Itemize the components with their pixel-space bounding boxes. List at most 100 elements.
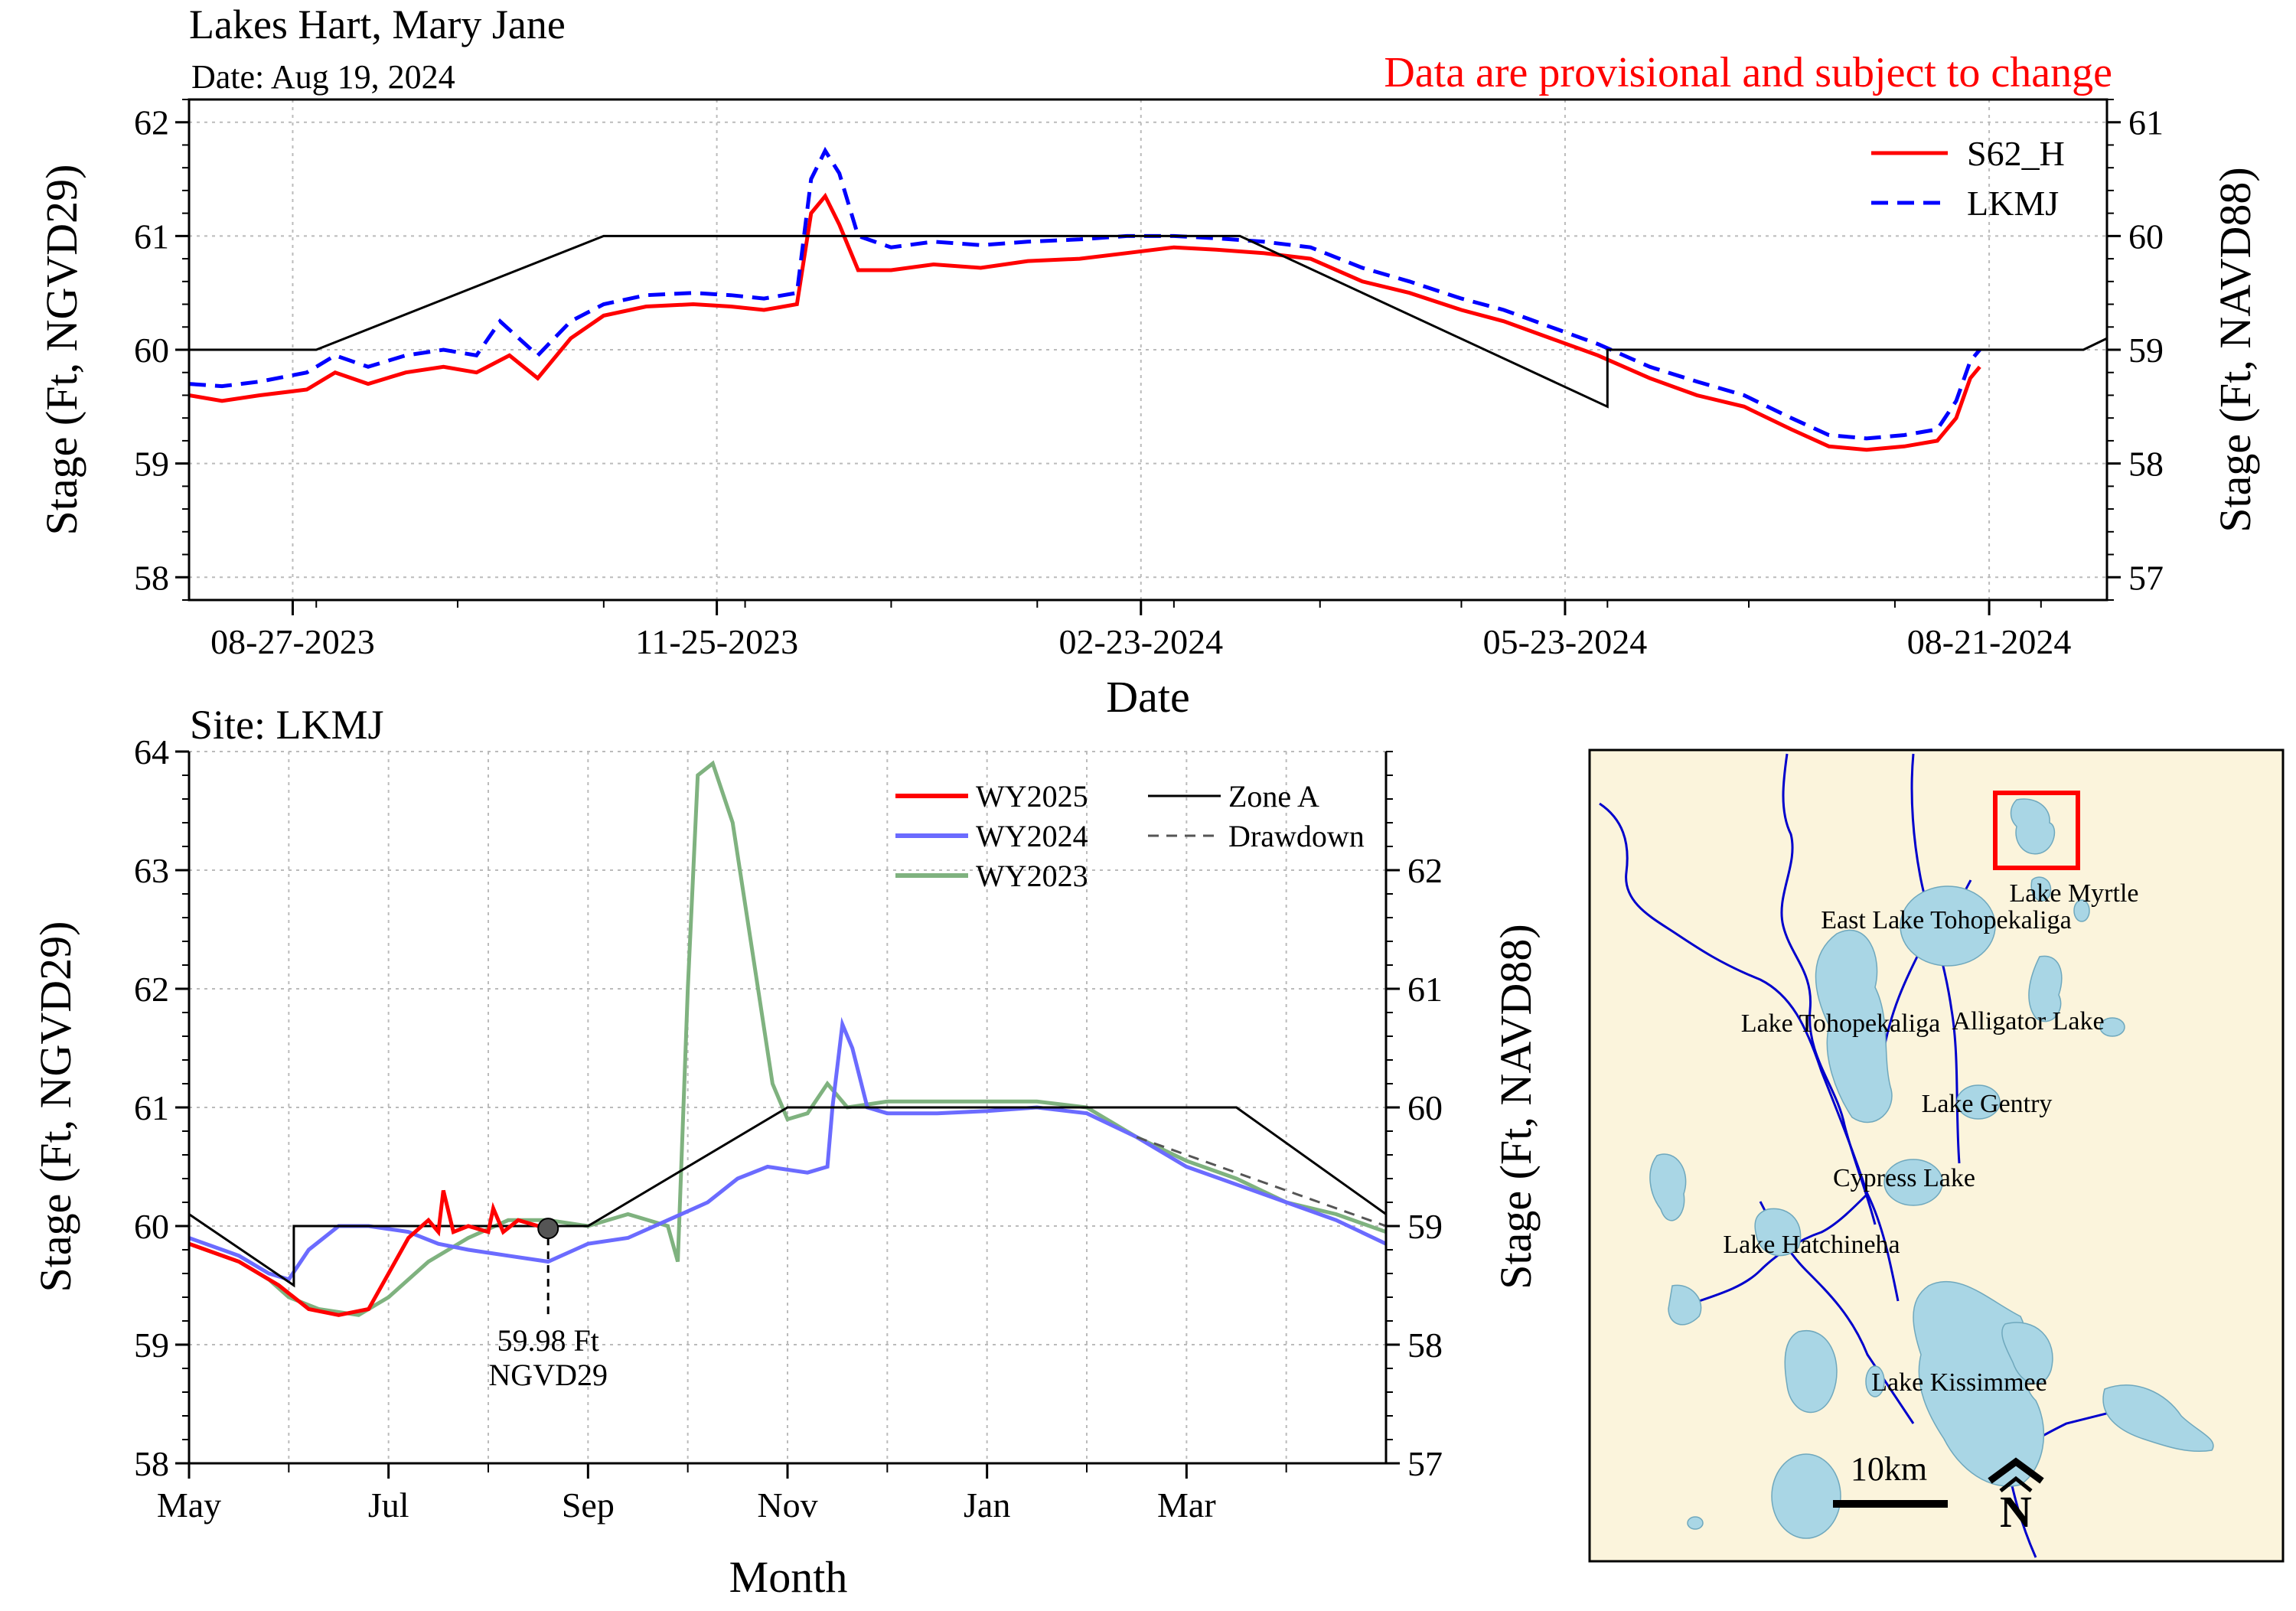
bottom-ticks: 58 59 60 61 62 63 64 57 58 59 60 61 62 May Jul Sep Nov Ja…	[134, 732, 1443, 1525]
top-x-label: Date	[1106, 672, 1190, 722]
annotation-unit: NGVD29	[488, 1358, 608, 1392]
lake-tiny-2	[2073, 899, 2090, 922]
north-arrow-chevron	[1988, 1457, 2044, 1484]
bottom-xtick-label: Nov	[757, 1485, 817, 1525]
label-toho: Lake Tohopekaliga	[1741, 1009, 1940, 1038]
lake-hatchineha	[1754, 1208, 1802, 1257]
bottom-xtick-label: Jul	[368, 1485, 409, 1525]
label-lake-myrtle: Lake Myrtle	[2010, 879, 2139, 908]
provisional-note: Data are provisional and subject to chan…	[1384, 49, 2112, 96]
bottom-ytick-right-label: 60	[1407, 1088, 1443, 1127]
top-legend-label: S62_H	[1967, 134, 2065, 173]
top-ytick-right-label: 58	[2128, 445, 2164, 484]
map-scale-label: 10km	[1851, 1450, 1927, 1488]
label-gentry: Lake Gentry	[1922, 1090, 2053, 1118]
bottom-ytick-right-label: 59	[1407, 1207, 1443, 1246]
figure-title: Lakes Hart, Mary Jane	[189, 2, 566, 47]
bottom-y-label-right: Stage (Ft, NAVD88)	[1491, 924, 1541, 1289]
map-inset: Lake Myrtle East Lake Tohopekaliga Lake …	[1588, 748, 2285, 1563]
lake-tiny-1	[1687, 1516, 1704, 1530]
figure-date: Date: Aug 19, 2024	[191, 58, 455, 96]
label-alligator: Alligator Lake	[1952, 1007, 2104, 1035]
bottom-xtick-label: Jan	[964, 1485, 1010, 1525]
bottom-series-wy2023	[188, 760, 1387, 1317]
lake-kissimmee-east	[2001, 1322, 2053, 1384]
top-ytick-label: 60	[134, 331, 169, 370]
bottom-xtick-label: Sep	[562, 1485, 615, 1525]
top-series-s62_h	[188, 192, 1981, 452]
lake-east-long	[2102, 1384, 2214, 1453]
bottom-series	[188, 760, 1388, 1317]
lake-east-toho	[1900, 885, 1996, 967]
top-ytick-label: 61	[134, 217, 169, 256]
lake-alligator	[2028, 955, 2063, 1022]
bottom-legend-label: WY2025	[976, 779, 1088, 814]
top-ytick-label: 62	[134, 103, 169, 142]
top-legend: S62_H LKMJ	[1871, 134, 2065, 223]
map-highlight-box	[1993, 791, 2080, 870]
bottom-xtick-label: May	[157, 1485, 221, 1525]
top-ticks: 58 59 60 61 62 57 58 59 60 61 08-27-2023 11-25-2023…	[134, 99, 2164, 661]
top-legend-label: LKMJ	[1967, 184, 2059, 223]
bottom-ytick-right-label: 61	[1407, 970, 1443, 1009]
annotation-point	[537, 1218, 559, 1240]
bottom-ytick-right-label: 57	[1407, 1444, 1443, 1483]
top-xtick-label: 05-23-2024	[1483, 622, 1648, 661]
bottom-series-zone-a	[188, 1106, 1387, 1288]
bottom-ytick-label: 63	[134, 851, 169, 890]
top-xtick-label: 02-23-2024	[1058, 622, 1223, 661]
north-arrow-icon: N	[1988, 1457, 2044, 1537]
lake-mary-jane	[2010, 798, 2056, 855]
top-series	[188, 146, 2108, 452]
lake-west-2	[1668, 1284, 1702, 1326]
bottom-ytick-label: 60	[134, 1207, 169, 1246]
top-ytick-right-label: 60	[2128, 217, 2164, 256]
north-label: N	[2000, 1487, 2032, 1537]
top-xtick-label: 11-25-2023	[635, 622, 798, 661]
top-ytick-right-label: 61	[2128, 103, 2164, 142]
label-kissimmee: Lake Kissimmee	[1871, 1368, 2047, 1397]
bottom-series-wy2025	[188, 1189, 549, 1317]
lake-myrtle	[2030, 876, 2052, 902]
bottom-legend-label: Drawdown	[1228, 819, 1365, 853]
bottom-chart: Site: LKMJ 58 59 60 61 62 63 64 57 58 59 60 61 62 May…	[31, 702, 1541, 1602]
top-xtick-label: 08-27-2023	[210, 622, 375, 661]
lake-gentry	[1956, 1084, 2001, 1120]
bottom-x-label: Month	[729, 1552, 848, 1602]
top-ytick-label: 58	[134, 558, 169, 597]
bottom-legend-label: WY2023	[976, 859, 1088, 893]
bottom-ytick-right-label: 62	[1407, 851, 1443, 890]
label-east-toho: East Lake Tohopekaliga	[1821, 906, 2071, 934]
top-y-label-right: Stage (Ft, NAVD88)	[2210, 167, 2260, 532]
label-cypress: Cypress Lake	[1833, 1164, 1975, 1192]
bottom-ytick-label: 62	[134, 970, 169, 1009]
bottom-chart-title: Site: LKMJ	[190, 702, 384, 748]
top-series-lkmj	[188, 146, 1981, 441]
top-ytick-right-label: 59	[2128, 331, 2164, 370]
lake-cypress	[1883, 1159, 1943, 1206]
bottom-legend-label: Zone A	[1228, 779, 1319, 814]
bottom-legend: WY2025 WY2024 WY2023 Zone A Drawdown	[895, 779, 1365, 893]
bottom-series-drawdown	[1136, 1136, 1387, 1228]
lake-tiny-3	[1865, 1365, 1885, 1397]
bottom-ytick-label: 61	[134, 1088, 169, 1127]
lake-toho	[1815, 929, 1893, 1123]
annotation-value: 59.98 Ft	[497, 1323, 599, 1358]
bottom-ytick-label: 59	[134, 1326, 169, 1365]
top-chart: 58 59 60 61 62 57 58 59 60 61 08-27-2023 11-25-2023…	[37, 98, 2260, 722]
bottom-legend-label: WY2024	[976, 819, 1088, 853]
top-ytick-right-label: 57	[2128, 558, 2164, 597]
lake-west-1	[1649, 1153, 1687, 1221]
lake-west-kiss	[1784, 1329, 1838, 1414]
lake-south-west	[1771, 1453, 1841, 1539]
bottom-ytick-label: 64	[134, 732, 169, 771]
lake-alligator-small	[2099, 1017, 2125, 1037]
bottom-y-label-left: Stage (Ft, NGVD29)	[31, 921, 80, 1293]
north-arrow-inner	[1999, 1476, 2033, 1492]
bottom-ytick-label: 58	[134, 1444, 169, 1483]
top-series-zone	[189, 234, 2108, 409]
bottom-xtick-label: Mar	[1157, 1485, 1216, 1525]
